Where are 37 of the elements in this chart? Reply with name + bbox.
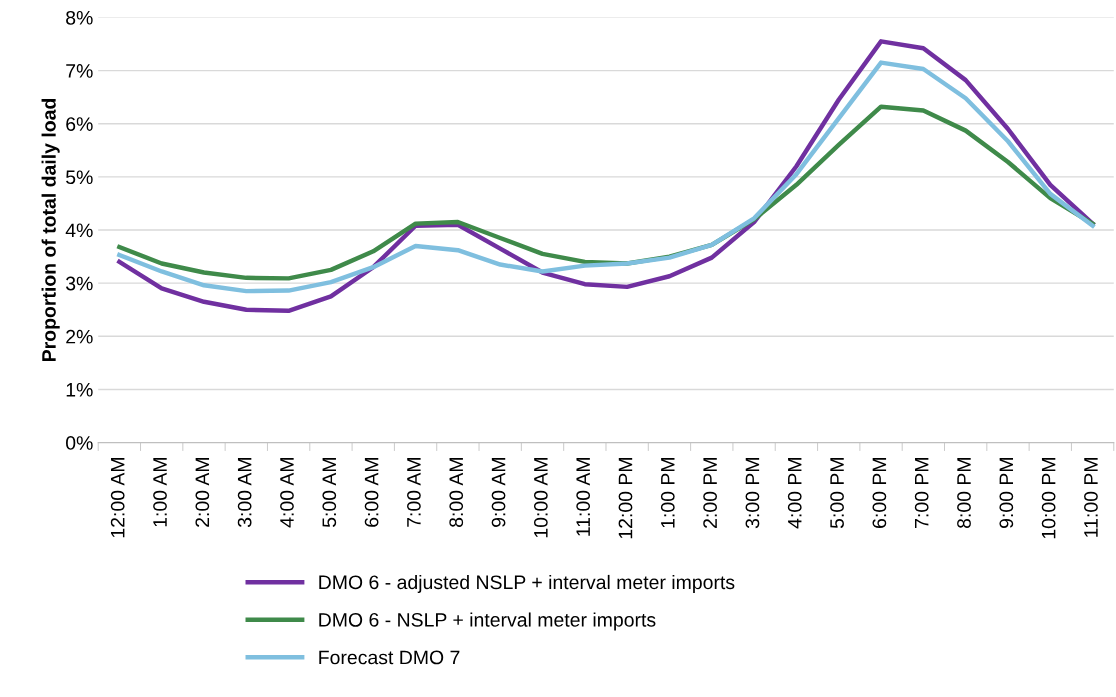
- y-tick-label: 5%: [66, 170, 93, 185]
- x-tick-label: 7:00 PM: [914, 458, 929, 528]
- x-tick-label: 8:00 PM: [957, 458, 971, 529]
- y-tick-label: 0%: [66, 436, 93, 450]
- x-tick-label: 6:00 PM: [872, 458, 887, 528]
- y-tick-label: 8%: [66, 10, 93, 25]
- x-tick-label: 4:00 PM: [787, 458, 802, 529]
- y-tick-label: 1%: [66, 383, 93, 397]
- x-tick-label: 2:00 AM: [195, 458, 210, 527]
- x-tick-label: 5:00 AM: [322, 458, 337, 528]
- x-tick-label: 5:00 PM: [830, 458, 844, 529]
- x-tick-label: 4:00 AM: [280, 458, 294, 528]
- x-tick-label: 6:00 AM: [364, 458, 379, 527]
- legend-label: DMO 6 - adjusted NSLP + interval meter imports: [319, 574, 735, 594]
- x-tick-label: 12:00 PM: [618, 458, 633, 539]
- y-tick-label: 6%: [66, 117, 93, 131]
- x-tick-label: 1:00 PM: [660, 458, 675, 528]
- x-tick-label: 2:00 PM: [703, 458, 717, 528]
- x-tick-label: 10:00 AM: [533, 458, 548, 538]
- y-tick-label: 4%: [65, 223, 93, 238]
- x-tick-label: 12:00 AM: [110, 458, 125, 538]
- x-tick-label: 11:00 AM: [576, 458, 591, 536]
- x-tick-label: 1:00 AM: [153, 458, 167, 527]
- legend-label: Forecast DMO 7: [319, 650, 460, 665]
- x-tick-label: 3:00 AM: [237, 458, 252, 528]
- x-tick-label: 7:00 AM: [407, 458, 421, 527]
- y-axis-title: Proportion of total daily load: [41, 98, 60, 362]
- y-tick-label: 2%: [66, 329, 93, 344]
- x-tick-label: 3:00 PM: [745, 458, 760, 529]
- legend-label: DMO 6 - NSLP + interval meter imports: [319, 612, 656, 631]
- x-tick-label: 8:00 AM: [449, 458, 464, 527]
- y-tick-label: 7%: [66, 64, 93, 78]
- x-tick-label: 11:00 PM: [1084, 458, 1098, 537]
- x-tick-label: 9:00 PM: [999, 458, 1014, 528]
- y-tick-label: 3%: [65, 276, 93, 291]
- x-tick-label: 10:00 PM: [1041, 458, 1056, 539]
- x-tick-label: 9:00 AM: [491, 458, 506, 527]
